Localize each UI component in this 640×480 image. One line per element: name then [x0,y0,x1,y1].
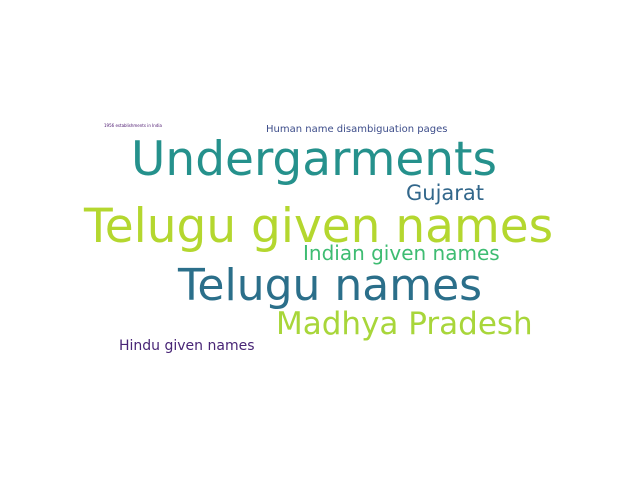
word-madhya-pradesh: Madhya Pradesh [276,306,533,342]
word-telugu-names: Telugu names [178,260,483,311]
word-hindu-given-names: Hindu given names [119,338,255,354]
word-human-name-disambiguation-pages: Human name disambiguation pages [266,124,448,135]
word-indian-given-names: Indian given names [303,241,500,265]
word-gujarat: Gujarat [406,181,485,205]
word-1956-establishments-in-india: 1956 establishments in India [104,123,162,128]
word-telugu-given-names: Telugu given names [84,199,554,254]
word-undergarments: Undergarments [131,132,497,187]
